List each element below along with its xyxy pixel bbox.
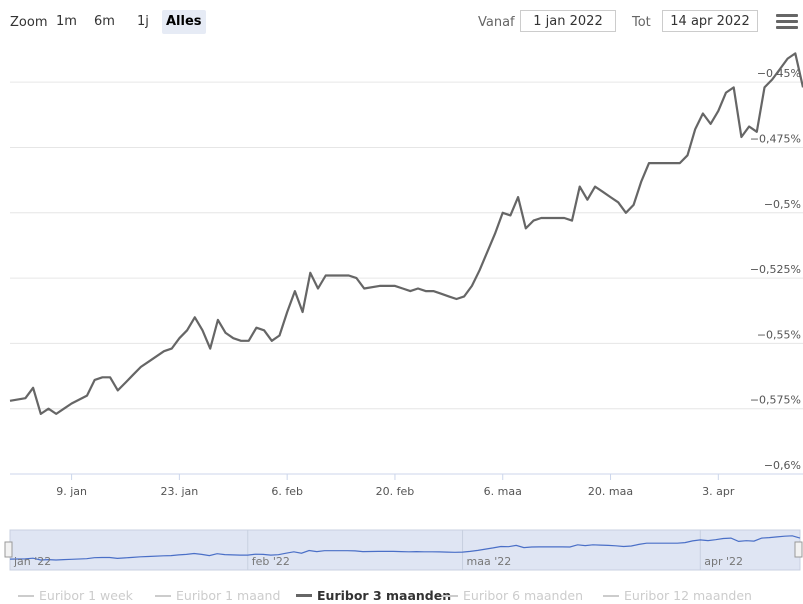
x-tick-label: 6. feb [271,485,303,498]
series-line-euribor-3-maanden[interactable] [10,53,803,414]
legend-symbol [155,595,171,597]
x-tick-label: 3. apr [702,485,735,498]
navigator-label: jan '22 [13,555,51,568]
hamburger-menu-icon[interactable] [776,14,798,32]
y-tick-label: −0,55% [757,328,801,341]
zoom-1j-button[interactable]: 1j [133,10,153,34]
navigator[interactable]: jan '22 feb '22 maa '22 apr '22 [0,526,803,574]
legend-label: Euribor 1 week [39,588,133,603]
zoom-label: Zoom [10,15,47,30]
zoom-6m-button[interactable]: 6m [90,10,119,34]
navigator-label: feb '22 [252,555,290,568]
legend-label: Euribor 3 maanden [317,588,451,603]
x-tick-label: 9. jan [56,485,87,498]
x-axis: 9. jan 23. jan 6. feb 20. feb 6. maa 20. maa 3… [10,474,803,498]
main-chart[interactable]: 9. jan 23. jan 6. feb 20. feb 6. maa 20. maa 3… [0,44,803,504]
legend-symbol [18,595,34,597]
legend-item-euribor-12-maanden[interactable]: Euribor 12 maanden [603,588,752,603]
x-tick-label: 20. feb [376,485,415,498]
y-tick-label: −0,6% [764,459,801,472]
navigator-right-handle[interactable] [795,542,802,557]
y-tick-label: −0,5% [764,198,801,211]
navigator-label: apr '22 [704,555,743,568]
from-label: Vanaf [478,15,515,30]
x-tick-label: 6. maa [484,485,522,498]
grid-lines [10,82,803,409]
from-date-input[interactable] [520,10,616,32]
to-date-input[interactable] [662,10,758,32]
legend-symbol [603,595,619,597]
legend-symbol [442,595,458,597]
range-selector-toolbar: Zoom 1m 6m 1j Alles Vanaf Tot [0,0,803,44]
legend-item-euribor-3-maanden[interactable]: Euribor 3 maanden [296,588,451,603]
y-tick-label: −0,525% [750,263,801,276]
legend: Euribor 1 week Euribor 1 maand Euribor 3… [18,588,798,604]
legend-label: Euribor 1 maand [176,588,280,603]
legend-item-euribor-1-week[interactable]: Euribor 1 week [18,588,133,603]
navigator-left-handle[interactable] [5,542,12,557]
x-tick-label: 23. jan [160,485,198,498]
series-layer [10,53,803,414]
legend-item-euribor-1-maand[interactable]: Euribor 1 maand [155,588,280,603]
zoom-all-button[interactable]: Alles [162,10,206,34]
navigator-label: maa '22 [467,555,512,568]
legend-label: Euribor 6 maanden [463,588,583,603]
legend-item-euribor-6-maanden[interactable]: Euribor 6 maanden [442,588,583,603]
x-tick-label: 20. maa [588,485,633,498]
legend-label: Euribor 12 maanden [624,588,752,603]
zoom-1m-button[interactable]: 1m [52,10,81,34]
to-label: Tot [632,15,651,30]
y-tick-label: −0,475% [750,132,801,145]
legend-symbol [296,594,312,597]
navigator-mask [10,530,800,570]
y-tick-label: −0,575% [750,394,801,407]
